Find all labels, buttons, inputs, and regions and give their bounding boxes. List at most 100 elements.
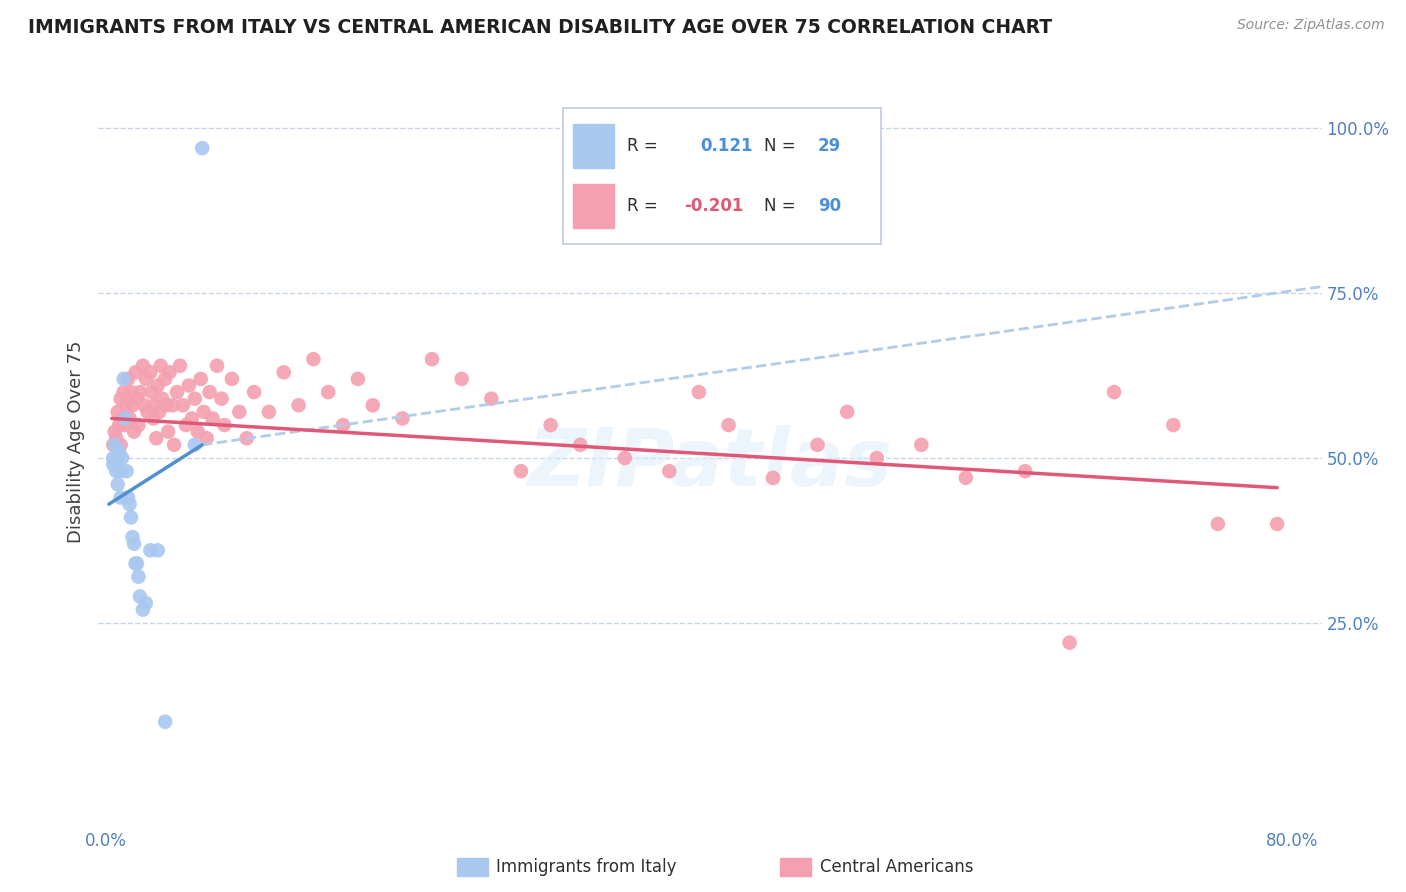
Point	[114, 418, 136, 433]
Point	[613, 450, 636, 465]
Point	[221, 372, 243, 386]
Point	[105, 464, 128, 478]
Point	[347, 372, 370, 386]
Point	[103, 438, 125, 452]
Point	[114, 411, 136, 425]
Point	[688, 385, 710, 400]
Point	[136, 405, 159, 419]
Point	[115, 398, 138, 412]
Point	[157, 425, 180, 439]
Point	[1102, 385, 1125, 400]
Point	[1265, 516, 1288, 531]
Point	[110, 392, 132, 406]
Point	[479, 392, 502, 406]
Point	[243, 385, 266, 400]
Text: Source: ZipAtlas.com: Source: ZipAtlas.com	[1237, 18, 1385, 32]
Point	[111, 450, 134, 465]
Point	[120, 385, 142, 400]
Point	[391, 411, 413, 425]
Point	[104, 425, 127, 439]
Point	[510, 464, 533, 478]
Point	[108, 418, 131, 433]
Point	[153, 372, 176, 386]
Point	[211, 392, 233, 406]
Point	[141, 385, 163, 400]
Point	[139, 365, 162, 379]
Point	[257, 405, 280, 419]
Point	[135, 372, 157, 386]
Point	[117, 491, 139, 505]
Point	[103, 458, 125, 472]
Point	[107, 405, 129, 419]
Point	[169, 359, 191, 373]
Point	[118, 411, 141, 425]
Point	[125, 557, 148, 571]
Point	[187, 425, 209, 439]
Point	[163, 438, 186, 452]
Point	[120, 510, 142, 524]
Point	[142, 411, 165, 425]
Point	[129, 590, 152, 604]
Point	[190, 372, 212, 386]
Point	[302, 352, 325, 367]
Point	[110, 438, 132, 452]
Point	[149, 359, 172, 373]
Point	[132, 359, 155, 373]
Point	[1163, 418, 1185, 433]
Point	[115, 464, 138, 478]
Point	[180, 411, 202, 425]
Point	[148, 405, 170, 419]
Point	[1014, 464, 1036, 478]
Point	[107, 477, 129, 491]
Point	[104, 438, 127, 452]
Point	[159, 365, 181, 379]
Point	[132, 602, 155, 616]
Point	[108, 444, 131, 458]
Point	[111, 411, 134, 425]
Point	[273, 365, 295, 379]
Point	[174, 418, 197, 433]
Point	[145, 431, 167, 445]
Point	[316, 385, 339, 400]
Text: Immigrants from Italy: Immigrants from Italy	[496, 858, 676, 876]
Point	[228, 405, 250, 419]
Point	[143, 398, 166, 412]
Point	[806, 438, 828, 452]
Point	[214, 418, 236, 433]
Point	[191, 141, 214, 155]
Point	[127, 418, 149, 433]
Point	[112, 385, 135, 400]
Point	[762, 471, 785, 485]
Point	[162, 398, 184, 412]
Point	[121, 398, 143, 412]
Y-axis label: Disability Age Over 75: Disability Age Over 75	[66, 340, 84, 543]
Text: ZIPatlas: ZIPatlas	[527, 425, 893, 503]
Point	[866, 450, 889, 465]
Point	[112, 372, 135, 386]
Point	[134, 398, 156, 412]
Point	[184, 438, 207, 452]
Point	[195, 431, 218, 445]
Point	[450, 372, 472, 386]
Point	[569, 438, 592, 452]
Point	[122, 537, 145, 551]
Point	[198, 385, 221, 400]
Point	[955, 471, 977, 485]
Point	[122, 425, 145, 439]
Point	[205, 359, 228, 373]
Point	[201, 411, 224, 425]
Point	[118, 497, 141, 511]
Point	[658, 464, 681, 478]
Point	[717, 418, 740, 433]
Point	[117, 372, 139, 386]
Point	[540, 418, 562, 433]
Point	[156, 398, 179, 412]
Point	[184, 392, 207, 406]
Point	[107, 450, 129, 465]
Point	[332, 418, 354, 433]
Point	[110, 464, 132, 478]
Point	[1059, 635, 1081, 649]
Point	[150, 392, 173, 406]
Point	[124, 557, 146, 571]
Text: Central Americans: Central Americans	[820, 858, 973, 876]
